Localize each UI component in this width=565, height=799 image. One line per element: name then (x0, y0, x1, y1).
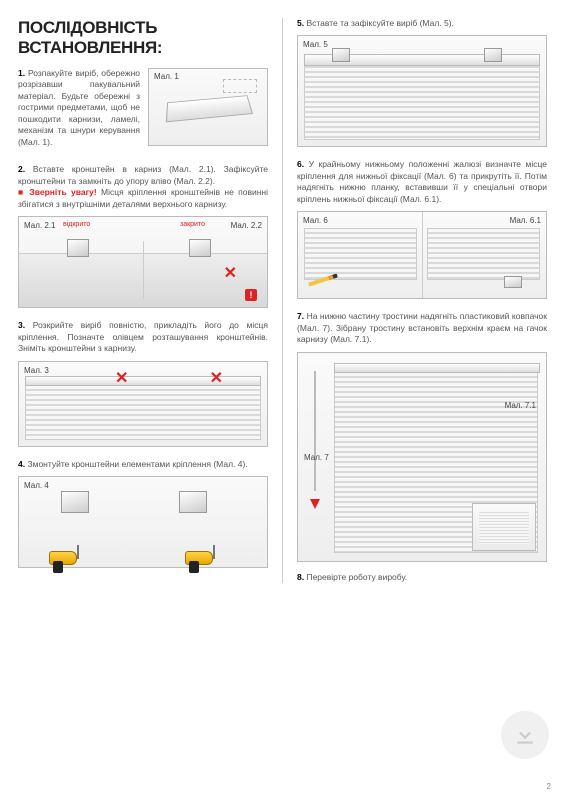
bracket-graphic (332, 48, 350, 62)
parts-graphic (223, 79, 257, 93)
page-number: 2 (547, 782, 551, 791)
bottom-clip-graphic (504, 276, 522, 288)
step-num: 3. (18, 320, 25, 330)
fig-label: Мал. 7 (304, 453, 329, 462)
bracket-graphic (179, 491, 207, 513)
step-num: 6. (297, 159, 304, 169)
figure-5: Мал. 5 (297, 35, 547, 147)
fig-label: Мал. 2.2 (231, 221, 262, 230)
figure-2: Мал. 2.1 відкрито закрито Мал. 2.2 ✕ ! (18, 216, 268, 308)
x-mark-icon: ✕ (224, 263, 237, 283)
bracket-closed-graphic (189, 239, 211, 257)
state-closed-label: закрито (180, 221, 205, 228)
state-open-label: відкрито (63, 221, 90, 228)
step-num: 5. (297, 18, 304, 28)
blinds-graphic (304, 62, 540, 140)
rail-graphic (334, 363, 540, 373)
alert-icon: ! (245, 289, 257, 301)
fig-label: Мал. 5 (303, 40, 328, 49)
rail-graphic (25, 376, 261, 386)
bracket-open-graphic (67, 239, 89, 257)
detail-inset (472, 503, 536, 551)
step-num: 4. (18, 459, 25, 469)
fig-label: Мал. 4 (24, 481, 49, 490)
split-line (143, 241, 144, 299)
blinds-graphic (25, 380, 261, 440)
figure-6: Мал. 6 Мал. 6.1 (297, 211, 547, 299)
step-6-text: 6. У крайньому нижньому положенні жалюзі… (297, 159, 547, 205)
step-body: Вставте та зафіксуйте виріб (Мал. 5). (306, 18, 453, 28)
step-num: 2. (18, 164, 25, 174)
column-divider (282, 18, 283, 583)
step-8-text: 8. Перевірте роботу виробу. (297, 572, 547, 583)
right-column: 5. Вставте та зафіксуйте виріб (Мал. 5).… (297, 18, 547, 583)
step-body: Змонтуйте кронштейни елементами кріпленн… (27, 459, 247, 469)
step-1: 1. Розпакуйте виріб, обережно розрізавши… (18, 68, 268, 148)
fig-label: Мал. 1 (154, 72, 179, 81)
blinds-graphic (427, 228, 540, 280)
x-mark-icon: ✕ (115, 368, 128, 388)
step-7-text: 7. На нижню частину тростини надягніть п… (297, 311, 547, 345)
x-mark-icon: ✕ (210, 368, 223, 388)
figure-7: Мал. 7 Мал. 7.1 (297, 352, 547, 562)
page-title: ПОСЛІДОВНІСТЬ ВСТАНОВЛЕННЯ: (18, 18, 268, 58)
download-watermark-icon (501, 711, 549, 759)
drill-icon (45, 541, 89, 571)
step-body: Вставте кронштейн в карниз (Мал. 2.1). З… (18, 164, 268, 185)
drill-icon (181, 541, 225, 571)
fig-label: Мал. 3 (24, 366, 49, 375)
page: ПОСЛІДОВНІСТЬ ВСТАНОВЛЕННЯ: 1. Розпакуйт… (0, 0, 565, 593)
figure-1: Мал. 1 (148, 68, 268, 146)
step-num: 8. (297, 572, 304, 582)
wand-graphic (314, 371, 316, 491)
figure-4: Мал. 4 (18, 476, 268, 568)
figure-3: Мал. 3 ✕ ✕ (18, 361, 268, 447)
step-body: Розпакуйте виріб, обережно розрізавши па… (18, 68, 140, 147)
bracket-graphic (484, 48, 502, 62)
step-body: У крайньому нижньому положенні жалюзі ви… (297, 159, 547, 203)
cap-icon (310, 499, 320, 509)
step-4-text: 4. Змонтуйте кронштейни елементами кріпл… (18, 459, 268, 470)
warn-icon: ■ Зверніть увагу! (18, 187, 97, 197)
fig-label: Мал. 6.1 (510, 216, 541, 225)
step-num: 7. (297, 311, 304, 321)
step-body: На нижню частину тростини надягніть плас… (297, 311, 547, 344)
blinds-graphic (304, 228, 417, 280)
step-5-text: 5. Вставте та зафіксуйте виріб (Мал. 5). (297, 18, 547, 29)
step-1-text: 1. Розпакуйте виріб, обережно розрізавши… (18, 68, 140, 148)
step-body: Розкрийте виріб повністю, прикладіть йог… (18, 320, 268, 353)
fig-label: Мал. 2.1 (24, 221, 55, 230)
step-2-text: 2. Вставте кронштейн в карниз (Мал. 2.1)… (18, 164, 268, 210)
step-body: Перевірте роботу виробу. (306, 572, 407, 582)
fig-label: Мал. 7.1 (505, 401, 536, 410)
rail-graphic (166, 95, 253, 122)
step-3-text: 3. Розкрийте виріб повністю, прикладіть … (18, 320, 268, 354)
split-line (422, 212, 423, 298)
left-column: ПОСЛІДОВНІСТЬ ВСТАНОВЛЕННЯ: 1. Розпакуйт… (18, 18, 268, 583)
bracket-graphic (61, 491, 89, 513)
step-num: 1. (18, 68, 25, 78)
fig-label: Мал. 6 (303, 216, 328, 225)
